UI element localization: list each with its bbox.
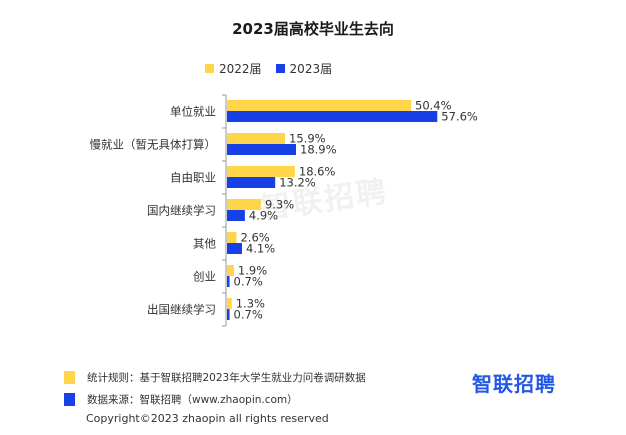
footnotes: 统计规则：基于智联招聘2023年大学生就业力问卷调研数据 数据来源：智联招聘（w… — [64, 366, 366, 410]
chart-legend: 2022届 2023届 — [205, 60, 346, 76]
legend-item-2023: 2023届 — [275, 60, 333, 77]
category-label: 国内继续学习 — [147, 204, 216, 218]
bar-2023届-3 — [227, 210, 245, 221]
data-label: 18.9% — [300, 143, 337, 157]
data-label: 57.6% — [441, 110, 478, 124]
category-label: 自由职业 — [170, 171, 216, 185]
note-stat-rule-text: 统计规则：基于智联招聘2023年大学生就业力问卷调研数据 — [87, 371, 366, 384]
data-label: 13.2% — [279, 176, 316, 190]
category-label: 创业 — [193, 270, 216, 284]
data-label: 2.6% — [240, 231, 269, 245]
bar-2023届-1 — [227, 144, 296, 155]
bar-2023届-2 — [227, 177, 276, 188]
data-label: 1.9% — [238, 264, 267, 278]
data-label: 0.7% — [234, 308, 263, 322]
note-data-source: 数据来源：智联招聘（www.zhaopin.com） — [64, 388, 366, 410]
data-label: 50.4% — [415, 99, 452, 113]
data-label: 1.3% — [236, 297, 265, 311]
bar-2023届-4 — [227, 243, 242, 254]
bar-2023届-6 — [227, 309, 230, 320]
copyright: Copyright©2023 zhaopin all rights reserv… — [86, 412, 329, 425]
brand-logo: 智联招聘 — [472, 372, 556, 396]
note-swatch-yellow — [64, 370, 75, 384]
legend-item-2022: 2022届 — [205, 60, 262, 77]
data-label: 9.3% — [265, 198, 294, 212]
bar-2022届-2 — [227, 166, 295, 177]
legend-label-2022: 2022届 — [219, 61, 262, 76]
legend-swatch-2022 — [205, 63, 214, 73]
bar-2022届-4 — [227, 232, 237, 243]
bar-2022届-0 — [227, 100, 411, 111]
bar-2022届-6 — [227, 298, 232, 309]
bar-2022届-3 — [227, 199, 261, 210]
bar-2022届-1 — [227, 133, 286, 144]
note-data-source-text: 数据来源：智联招聘（www.zhaopin.com） — [87, 393, 298, 406]
note-swatch-blue — [64, 392, 75, 406]
chart-title: 2023届高校毕业生去向 — [232, 20, 394, 38]
note-stat-rule: 统计规则：基于智联招聘2023年大学生就业力问卷调研数据 — [64, 366, 366, 388]
data-label: 0.7% — [234, 275, 263, 289]
data-label: 18.6% — [299, 165, 336, 179]
bar-2022届-5 — [227, 265, 234, 276]
legend-label-2023: 2023届 — [289, 61, 333, 76]
category-label: 出国继续学习 — [147, 303, 216, 317]
legend-swatch-2023 — [275, 63, 285, 73]
bar-2023届-5 — [227, 276, 230, 287]
data-label: 4.1% — [246, 242, 275, 256]
bar-2023届-0 — [227, 111, 438, 122]
category-label: 单位就业 — [170, 105, 216, 119]
data-label: 15.9% — [289, 132, 326, 146]
bar-chart: 单位就业 50.4%57.6% 慢就业（暂无具体打算） 15.9%18.9% 自由职业 1… — [90, 94, 478, 327]
data-label: 4.9% — [249, 209, 278, 223]
category-label: 其他 — [193, 237, 216, 251]
category-label: 慢就业（暂无具体打算） — [90, 138, 217, 152]
